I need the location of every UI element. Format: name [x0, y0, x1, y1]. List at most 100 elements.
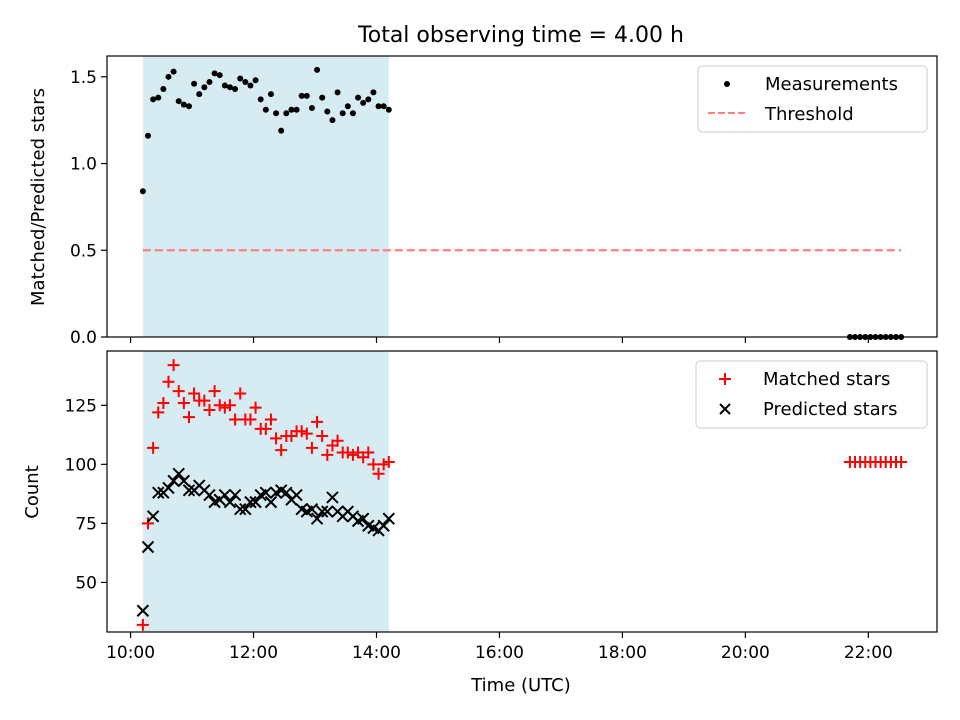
measurement-point	[180, 101, 187, 108]
bottom-axes-frame	[106, 350, 938, 633]
measurement-point	[170, 68, 177, 75]
measurement-point	[283, 110, 290, 117]
legend-predicted-marker	[719, 403, 731, 415]
top-legend: Measurements Threshold	[697, 65, 928, 133]
predicted-star-point	[152, 486, 165, 499]
bottom-legend: Matched stars Predicted stars	[695, 360, 928, 429]
predicted-star-point	[172, 467, 185, 480]
matched-star-point	[249, 401, 262, 414]
predicted-star-point	[326, 491, 339, 504]
matched-star-point	[382, 455, 395, 468]
predicted-star-point	[310, 512, 324, 525]
matched-star-point	[244, 413, 257, 426]
measurement-point	[252, 77, 259, 84]
x-tick-label: 12:00	[229, 643, 278, 663]
measurement-point	[175, 98, 182, 105]
predicted-star-point	[182, 484, 196, 497]
measurement-point	[273, 110, 280, 117]
matched-star-point	[136, 618, 149, 631]
measurement-point	[360, 99, 367, 106]
predicted-star-point	[239, 503, 252, 516]
predicted-star-point	[203, 488, 216, 502]
legend-matched-label: Matched stars	[763, 369, 890, 390]
measurement-point	[211, 70, 218, 77]
predicted-star-point	[356, 512, 370, 525]
matched-star-point	[188, 387, 201, 400]
x-tick-label: 18:00	[598, 643, 647, 663]
predicted-star-point	[305, 503, 319, 516]
predicted-star-point	[264, 495, 278, 509]
predicted-star-point	[249, 495, 262, 509]
bottom-y-tick-label: 50	[75, 573, 97, 593]
top-axes-frame	[106, 55, 938, 338]
matched-star-point	[218, 401, 231, 414]
measurement-point	[262, 106, 269, 113]
measurement-point	[380, 103, 387, 110]
predicted-star-point	[177, 474, 191, 488]
measurement-point	[324, 108, 331, 115]
measurement-point	[334, 89, 341, 96]
matched-star-point	[270, 432, 283, 445]
measurement-point	[139, 188, 146, 195]
measurement-point	[221, 82, 228, 89]
matched-star-point	[321, 448, 334, 461]
measurement-point	[242, 79, 249, 86]
measurement-point	[267, 91, 274, 98]
measurement-point	[160, 85, 167, 92]
predicted-star-point	[218, 488, 232, 502]
matched-star-point	[367, 458, 380, 471]
predicted-star-point	[136, 604, 150, 617]
matched-star-point	[346, 448, 359, 461]
measurement-point	[319, 94, 326, 101]
measurement-point	[165, 73, 172, 80]
matched-star-point	[264, 413, 277, 426]
matched-star-point	[172, 385, 185, 398]
measurement-point	[247, 82, 254, 89]
measurement-point	[155, 94, 162, 101]
matched-star-point	[377, 458, 390, 471]
matched-star-point	[157, 396, 170, 409]
measurement-point	[329, 117, 336, 124]
bottom-y-axis-label: Count	[22, 465, 43, 518]
predicted-star-point	[141, 540, 155, 554]
matched-star-point	[372, 467, 385, 480]
top-y-tick-label: 0.0	[70, 328, 97, 348]
legend-measurements-label: Measurements	[765, 74, 898, 95]
matched-star-point	[198, 394, 211, 407]
matched-star-point	[177, 396, 190, 409]
matched-star-point	[147, 441, 160, 454]
legend-matched-marker	[719, 373, 731, 385]
predicted-star-point	[234, 503, 247, 516]
top-y-tick-label: 0.5	[70, 241, 97, 261]
measurement-point	[298, 92, 305, 99]
top-y-tick-label: 1.0	[70, 155, 97, 175]
matched-star-point	[152, 406, 165, 419]
matched-star-point	[208, 385, 221, 398]
matched-star-point	[316, 430, 329, 443]
predicted-star-point	[280, 486, 293, 499]
matched-star-point	[331, 434, 344, 447]
measurement-point	[339, 110, 346, 117]
x-tick-label: 16:00	[475, 643, 524, 663]
legend-predicted-label: Predicted stars	[763, 399, 897, 420]
matched-star-point	[295, 425, 308, 438]
matched-star-point	[300, 427, 313, 440]
predicted-star-point	[167, 474, 180, 488]
matched-star-point	[223, 399, 236, 412]
measurement-point	[314, 66, 321, 73]
x-tick-label: 22:00	[844, 643, 893, 663]
counts-panel: 50 75 100 125 10:00 12:00 14:00 16:00 18:00 20:0…	[22, 350, 938, 696]
matched-star-point	[182, 411, 195, 424]
matched-star-point	[895, 455, 908, 468]
measurement-point	[144, 132, 151, 139]
measurements-panel: 0.0 0.5 1.0 1.5 Matched/Predicted stars Mea…	[28, 55, 938, 348]
bottom-y-tick-label: 75	[75, 514, 97, 534]
top-y-tick-label: 1.5	[70, 68, 97, 88]
matched-star-point	[259, 422, 272, 435]
x-axis-label: Time (UTC)	[470, 675, 571, 696]
matched-star-point	[229, 413, 242, 426]
measurement-point	[303, 92, 310, 99]
matched-star-point	[305, 441, 318, 454]
measurement-point	[344, 103, 351, 110]
